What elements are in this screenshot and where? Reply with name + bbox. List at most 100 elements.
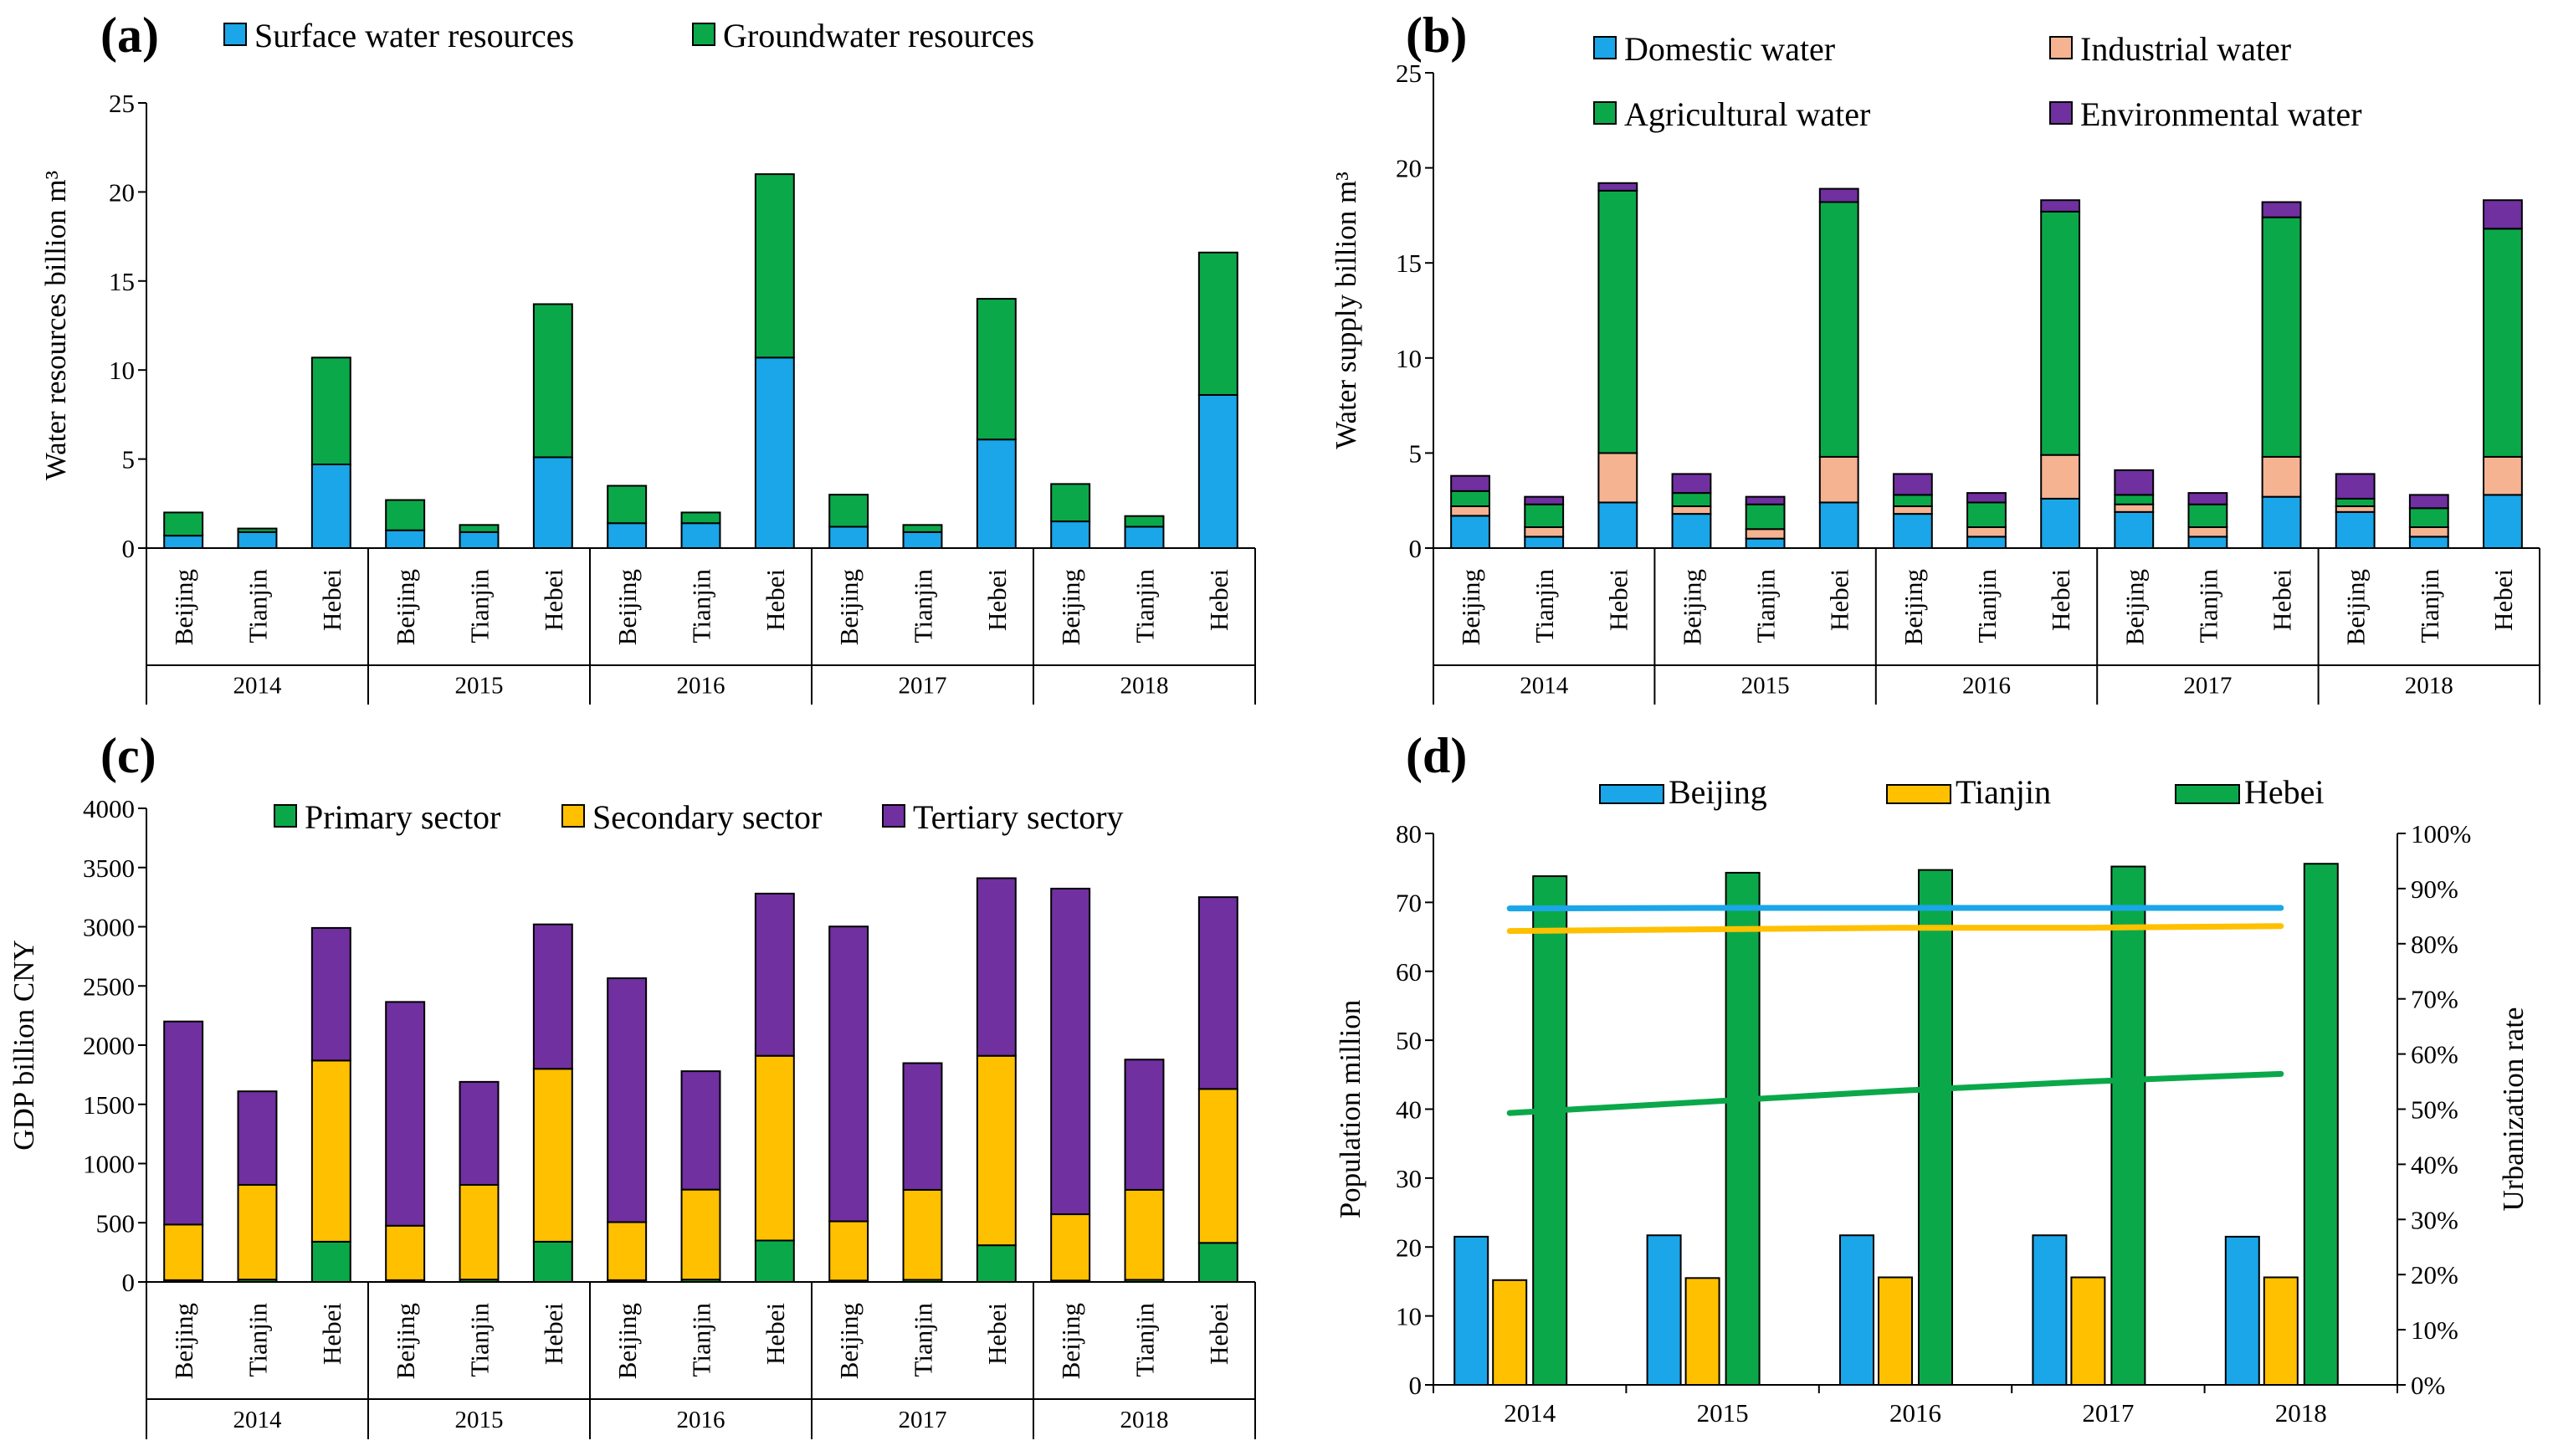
bar-segment-industrial [1966, 526, 2007, 538]
x-tick-label: 2018 [2275, 1398, 2327, 1428]
region-label: Tianjin [909, 569, 938, 643]
region-label: Tianjin [1530, 569, 1559, 643]
y-tick-label: 0 [122, 534, 136, 563]
region-label: Beijing [1899, 569, 1928, 645]
region-label: Hebei [2489, 569, 2518, 631]
bar-segment-industrial [1745, 528, 1786, 540]
bar-segment-groundwater [976, 298, 1017, 441]
region-label: Hebei [317, 1303, 346, 1365]
bar-tianjin [1878, 1276, 1913, 1386]
bar-hebei [2303, 863, 2339, 1386]
bar-hebei [1725, 871, 1761, 1386]
panel-b: (b) 0 5 10 15 20 25 Water supply billion m³ 201… [1330, 8, 2540, 705]
bar-segment-tertiary [902, 1062, 943, 1191]
y-tick-label: 0 [1409, 534, 1423, 563]
x-tick-label: 2014 [1504, 1398, 1556, 1428]
region-label: Hebei [982, 1303, 1012, 1365]
legend-label: Surface water resources [254, 17, 574, 54]
bar-segment-environmental [2335, 473, 2376, 500]
bar-beijing [1453, 1235, 1489, 1387]
bar-segment-secondary [532, 1068, 573, 1243]
bar-segment-secondary [459, 1183, 500, 1281]
year-label: 2015 [455, 1407, 504, 1433]
year-label: 2016 [677, 1407, 725, 1433]
bar-segment-surface [459, 531, 500, 550]
bar-segment-primary [310, 1240, 351, 1284]
legend-label: Domestic water [1624, 30, 1835, 68]
bar-segment-agricultural [1450, 490, 1490, 508]
legend-swatch-surface [223, 23, 247, 46]
bar-segment-groundwater [385, 499, 426, 531]
region-label: Beijing [834, 1303, 864, 1379]
region-label: Beijing [1056, 1303, 1085, 1379]
year-label: 2015 [1741, 673, 1790, 700]
y2-tick-label: 100% [2411, 819, 2471, 848]
bar-segment-domestic [1524, 536, 1565, 549]
legend-label: Primary sector [305, 798, 500, 836]
bar-segment-primary [976, 1244, 1017, 1284]
bar-segment-surface [680, 522, 721, 550]
legend-label: Tianjin [1956, 773, 2051, 811]
bar-segment-secondary [1197, 1088, 1238, 1244]
y-tick-label: 3500 [83, 854, 135, 883]
legend-swatch-secondary [561, 804, 585, 828]
legend-swatch-environmental [2049, 101, 2073, 125]
bar-segment-domestic [2187, 536, 2228, 549]
bar-segment-agricultural [2040, 210, 2081, 456]
bar-segment-agricultural [2483, 228, 2523, 458]
region-label: Beijing [169, 1303, 198, 1379]
bar-segment-industrial [1597, 452, 1638, 504]
region-label: Hebei [2268, 569, 2297, 631]
bar-segment-domestic [1892, 513, 1933, 550]
y-tick-label: 10 [1396, 1302, 1422, 1331]
year-label: 2014 [233, 1407, 283, 1433]
bar-segment-domestic [1671, 513, 1712, 550]
bar-segment-primary [532, 1240, 573, 1284]
region-label: Hebei [1603, 569, 1633, 631]
bar-segment-surface [310, 463, 351, 550]
bar-segment-industrial [2408, 526, 2449, 538]
region-label: Hebei [2046, 569, 2075, 631]
y-axis-label: Water supply billion m³ [1330, 172, 1362, 449]
y2-tick-label: 40% [2411, 1150, 2458, 1179]
bar-segment-groundwater [1050, 483, 1091, 523]
bar-segment-environmental [2261, 201, 2302, 218]
bar-segment-surface [828, 525, 869, 549]
y2-tick-label: 0% [2411, 1371, 2445, 1400]
bar-segment-industrial [2483, 455, 2523, 496]
region-label: Tianjin [909, 1303, 938, 1377]
region-label: Hebei [982, 569, 1012, 631]
bar-segment-secondary [902, 1188, 943, 1281]
y-tick-label: 500 [96, 1208, 136, 1238]
year-label: 2017 [899, 1407, 947, 1433]
year-label: 2018 [1120, 1407, 1169, 1433]
legend-swatch-groundwater [692, 23, 715, 46]
y-tick-label: 0 [122, 1268, 136, 1297]
bar-segment-tertiary [828, 925, 869, 1223]
bar-tianjin [1492, 1279, 1528, 1387]
bar-segment-surface [1197, 393, 1238, 549]
bar-segment-tertiary [532, 923, 573, 1070]
region-label: Hebei [1204, 1303, 1233, 1365]
legend-swatch-tertiary [882, 804, 905, 828]
bar-segment-agricultural [2335, 497, 2376, 508]
bar-segment-industrial [1671, 505, 1712, 515]
bar-segment-tertiary [754, 892, 795, 1057]
region-label: Tianjin [244, 1303, 273, 1377]
bar-segment-secondary [310, 1059, 351, 1243]
bar-segment-industrial [2335, 505, 2376, 513]
region-label: Tianjin [687, 569, 716, 643]
bar-segment-industrial [1450, 505, 1490, 517]
region-label: Tianjin [1751, 569, 1781, 643]
bar-segment-industrial [2114, 503, 2155, 513]
bar-hebei [2110, 865, 2146, 1387]
bar-segment-environmental [2040, 199, 2081, 213]
bar-segment-tertiary [237, 1090, 278, 1186]
y-tick-label: 2500 [83, 972, 135, 1001]
bar-segment-agricultural [1745, 503, 1786, 531]
region-label: Beijing [1677, 569, 1706, 645]
bar-segment-groundwater [532, 303, 573, 459]
legend-label: Groundwater resources [723, 17, 1034, 54]
bar-segment-surface [163, 535, 204, 550]
bar-segment-agricultural [1892, 494, 1933, 508]
